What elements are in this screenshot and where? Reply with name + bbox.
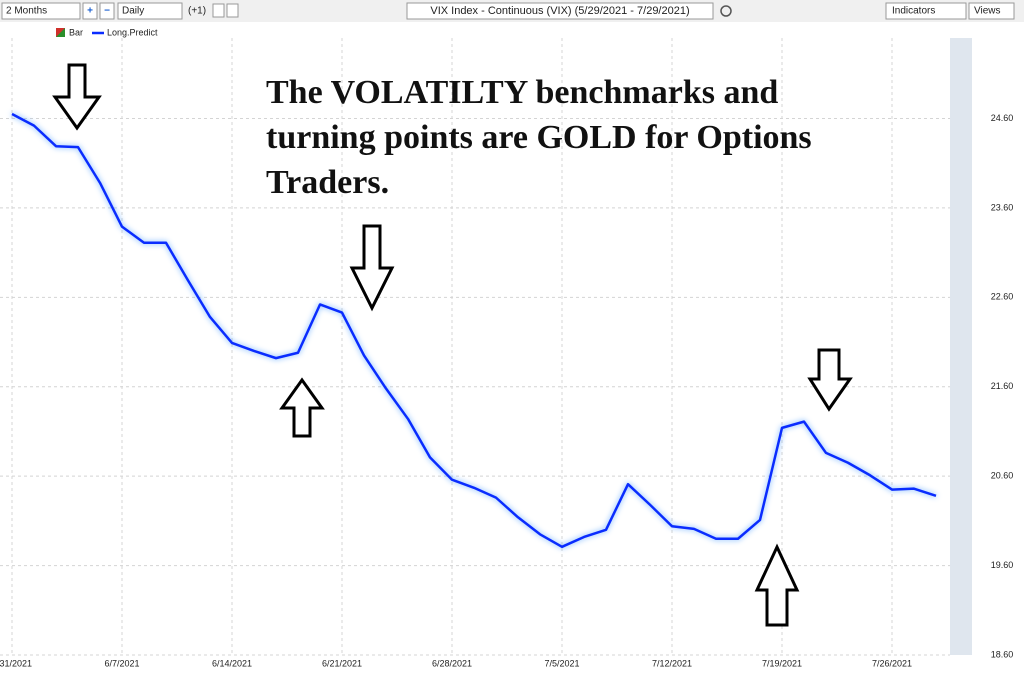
zoom-out[interactable] (99, 2, 115, 20)
down-arrow (807, 348, 853, 412)
x-tick-label: 5/31/2021 (0, 658, 32, 668)
up-arrow (754, 543, 800, 627)
indicators-label: Indicators (892, 6, 935, 17)
up-arrow (279, 377, 325, 438)
symbol-box[interactable] (406, 2, 714, 20)
x-tick-label: 7/19/2021 (762, 658, 802, 668)
offset-plus[interactable] (212, 3, 225, 18)
legend-swatch-bar-red (56, 28, 65, 37)
y-tick-label: 19.60 (991, 560, 1014, 570)
y-tick-label: 21.60 (991, 381, 1014, 391)
x-tick-label: 6/14/2021 (212, 658, 252, 668)
y-tick-label: 20.60 (991, 471, 1014, 481)
annotation-line: turning points are GOLD for Options (266, 119, 812, 156)
down-arrow (52, 63, 102, 131)
x-tick-label: 6/21/2021 (322, 658, 362, 668)
x-tick-label: 7/5/2021 (544, 658, 579, 668)
range-label: 2 Months (6, 6, 47, 17)
x-tick-label: 7/26/2021 (872, 658, 912, 668)
views-select[interactable] (968, 2, 1015, 20)
offset-label: (+1) (188, 6, 206, 17)
y-tick-label: 18.60 (991, 649, 1014, 659)
zoom-in[interactable] (82, 2, 98, 20)
minus-icon: − (104, 6, 110, 17)
legend-label: Long.Predict (107, 27, 158, 37)
series-line (11, 112, 937, 549)
annotation-line: The VOLATILTY benchmarks and (266, 74, 778, 111)
annotation-line: Traders. (266, 164, 389, 201)
down-arrow (349, 224, 395, 312)
indicators-select[interactable] (885, 2, 967, 20)
x-tick-label: 6/7/2021 (104, 658, 139, 668)
y-tick-label: 23.60 (991, 202, 1014, 212)
refresh-icon[interactable] (720, 5, 732, 17)
y-tick-label: 24.60 (991, 113, 1014, 123)
x-tick-label: 6/28/2021 (432, 658, 472, 668)
legend-bar: Bar (69, 27, 83, 37)
offset-minus[interactable] (226, 3, 239, 18)
range-select[interactable] (1, 2, 81, 20)
views-label: Views (974, 6, 1001, 17)
interval-label: Daily (122, 6, 144, 17)
interval-select[interactable] (117, 2, 183, 20)
y-tick-label: 22.60 (991, 292, 1014, 302)
symbol-label: VIX Index - Continuous (VIX) (5/29/2021 … (430, 5, 689, 17)
axis-strip (950, 38, 972, 655)
plus-icon: + (87, 6, 93, 17)
x-tick-label: 7/12/2021 (652, 658, 692, 668)
